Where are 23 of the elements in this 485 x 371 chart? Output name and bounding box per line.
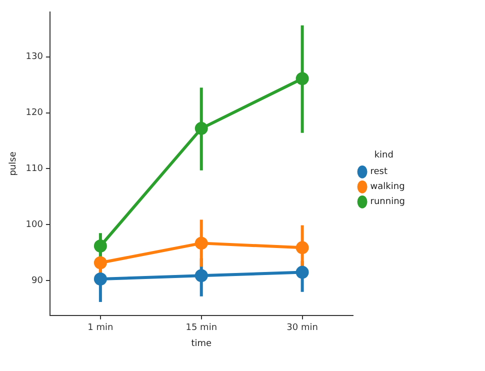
legend-label: running: [370, 197, 406, 208]
legend-label: walking: [370, 182, 405, 192]
x-tick-label: 15 min: [186, 323, 218, 334]
point: [296, 266, 309, 279]
y-tick-label: 110: [26, 164, 44, 174]
y-axis-title: pulse: [8, 151, 19, 176]
point: [194, 269, 208, 282]
y-tick-label: 90: [32, 276, 44, 286]
point: [194, 122, 208, 135]
x-tick-label: 1 min: [88, 323, 114, 334]
y-tick-label: 130: [26, 52, 44, 62]
legend-label: rest: [370, 167, 388, 178]
point: [94, 272, 107, 286]
point: [194, 236, 208, 250]
y-tick-label: 100: [26, 220, 44, 230]
legend-title: kind: [374, 150, 394, 160]
x-tick-label: 30 min: [286, 323, 318, 334]
point: [296, 72, 309, 86]
y-tick-label: 120: [26, 108, 44, 118]
point: [94, 239, 107, 252]
x-axis-title: time: [191, 338, 212, 349]
point: [94, 256, 107, 270]
point: [296, 241, 309, 254]
